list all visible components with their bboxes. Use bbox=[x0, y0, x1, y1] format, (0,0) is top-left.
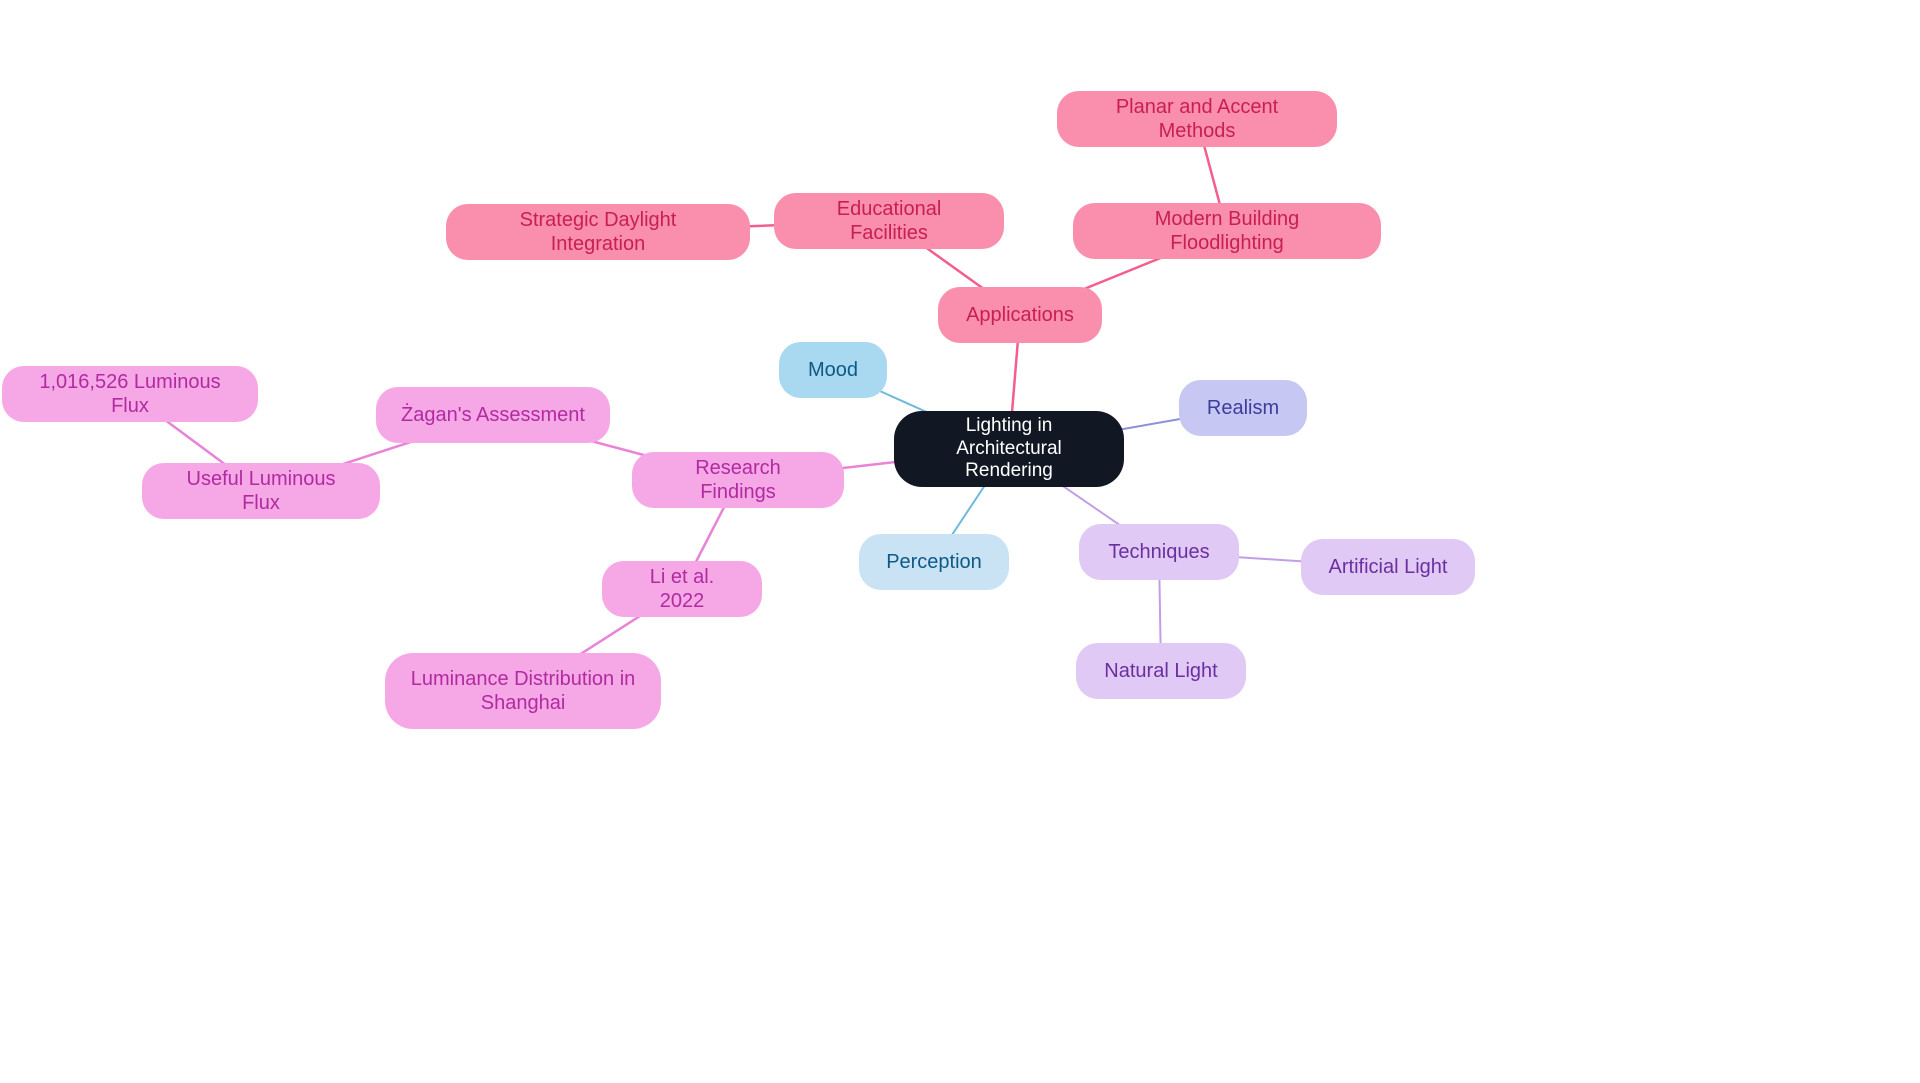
node-eduf: Educational Facilities bbox=[774, 193, 1004, 249]
node-label: Natural Light bbox=[1104, 659, 1217, 683]
node-label: Żagan's Assessment bbox=[401, 403, 585, 427]
node-label: Techniques bbox=[1108, 540, 1209, 564]
node-natural: Natural Light bbox=[1076, 643, 1246, 699]
node-flux: 1,016,526 Luminous Flux bbox=[2, 366, 258, 422]
node-label: Useful Luminous Flux bbox=[166, 467, 356, 515]
node-label: Li et al. 2022 bbox=[626, 565, 738, 613]
node-label: Strategic Daylight Integration bbox=[470, 208, 726, 256]
node-perception: Perception bbox=[859, 534, 1009, 590]
node-lumin: Luminance Distribution in Shanghai bbox=[385, 653, 661, 729]
node-applications: Applications bbox=[938, 287, 1102, 343]
node-planar: Planar and Accent Methods bbox=[1057, 91, 1337, 147]
node-research: Research Findings bbox=[632, 452, 844, 508]
node-label: Perception bbox=[886, 550, 982, 574]
node-strat: Strategic Daylight Integration bbox=[446, 204, 750, 260]
node-root: Lighting in Architectural Rendering bbox=[894, 411, 1124, 487]
node-label: Applications bbox=[966, 303, 1074, 327]
node-label: Planar and Accent Methods bbox=[1081, 95, 1313, 143]
node-zagan: Żagan's Assessment bbox=[376, 387, 610, 443]
node-label: Realism bbox=[1207, 396, 1279, 420]
node-label: Luminance Distribution in Shanghai bbox=[409, 667, 637, 715]
node-label: Research Findings bbox=[656, 456, 820, 504]
node-label: Mood bbox=[808, 358, 858, 382]
node-flood: Modern Building Floodlighting bbox=[1073, 203, 1381, 259]
node-label: Modern Building Floodlighting bbox=[1097, 207, 1357, 255]
node-li: Li et al. 2022 bbox=[602, 561, 762, 617]
node-label: Lighting in Architectural Rendering bbox=[918, 415, 1100, 483]
node-label: Artificial Light bbox=[1329, 555, 1448, 579]
node-techniques: Techniques bbox=[1079, 524, 1239, 580]
node-label: Educational Facilities bbox=[798, 197, 980, 245]
node-label: 1,016,526 Luminous Flux bbox=[26, 370, 234, 418]
node-uflux: Useful Luminous Flux bbox=[142, 463, 380, 519]
node-realism: Realism bbox=[1179, 380, 1307, 436]
node-artificial: Artificial Light bbox=[1301, 539, 1475, 595]
node-mood: Mood bbox=[779, 342, 887, 398]
